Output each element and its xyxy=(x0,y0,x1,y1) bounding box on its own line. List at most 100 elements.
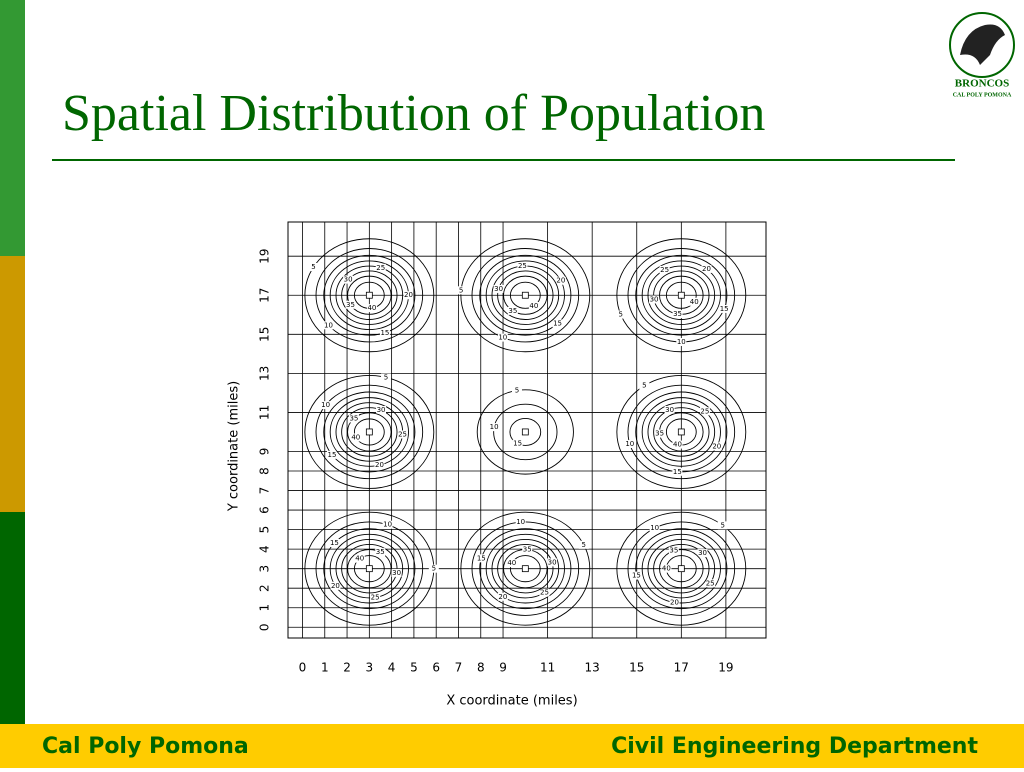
peak-marker xyxy=(365,428,373,436)
x-tick-label: 19 xyxy=(718,661,733,675)
contour-line xyxy=(497,543,554,594)
label-backdrop xyxy=(624,440,635,449)
contour-label: 40 xyxy=(673,441,682,449)
label-backdrop xyxy=(375,548,386,557)
contour-line xyxy=(353,418,385,446)
contour-label: 25 xyxy=(518,262,527,270)
label-backdrop xyxy=(374,461,385,470)
y-tick-label: 15 xyxy=(258,327,272,342)
contour-label: 20 xyxy=(375,461,384,469)
label-backdrop xyxy=(348,414,359,423)
label-backdrop xyxy=(382,520,393,529)
contour-label: 30 xyxy=(698,549,707,557)
label-backdrop xyxy=(672,440,683,449)
label-backdrop xyxy=(354,554,365,563)
contour-line xyxy=(323,528,416,610)
y-tick-label: 5 xyxy=(258,526,272,534)
contour-label: 30 xyxy=(650,295,659,303)
contour-line xyxy=(509,418,542,446)
contour-label: 15 xyxy=(673,468,682,476)
stripe xyxy=(0,512,25,724)
contour-line xyxy=(341,270,398,320)
contour-label: 40 xyxy=(355,555,364,563)
contour-label: 15 xyxy=(513,440,522,448)
contour-label: 5 xyxy=(721,521,725,529)
contour-label: 35 xyxy=(673,310,682,318)
contour-label: 40 xyxy=(507,559,516,567)
contour-label: 5 xyxy=(432,565,436,573)
x-tick-label: 13 xyxy=(585,661,600,675)
label-backdrop xyxy=(403,291,414,300)
y-tick-label: 17 xyxy=(258,288,272,303)
label-backdrop xyxy=(701,264,712,273)
peak-marker xyxy=(677,565,685,573)
y-axis-label: Y coordinate (miles) xyxy=(227,381,242,512)
contour-label: 5 xyxy=(642,382,646,390)
contour-label: 40 xyxy=(351,433,360,441)
footer-band xyxy=(0,724,1024,768)
contour-label: 35 xyxy=(523,546,532,554)
contour-label: 35 xyxy=(508,307,517,315)
y-tick-label: 1 xyxy=(258,604,272,612)
contour-label: 5 xyxy=(311,263,315,271)
contour-line xyxy=(616,511,747,626)
x-tick-label: 17 xyxy=(674,661,689,675)
contour-label: 25 xyxy=(700,407,709,415)
contour-label: 35 xyxy=(346,301,355,309)
contour-label: 25 xyxy=(660,266,669,274)
contour-line xyxy=(460,511,591,626)
contour-label: 40 xyxy=(529,302,538,310)
label-backdrop xyxy=(330,581,341,590)
contour-label: 30 xyxy=(377,406,386,414)
label-backdrop xyxy=(343,275,354,284)
contour-line xyxy=(476,389,574,475)
contour-line xyxy=(493,403,558,461)
x-tick-label: 2 xyxy=(343,661,351,675)
contour-label: 25 xyxy=(540,589,549,597)
contour-label: 20 xyxy=(670,598,679,606)
label-backdrop xyxy=(506,559,517,568)
contour-label: 35 xyxy=(349,414,358,422)
logo-horse xyxy=(960,24,1005,65)
contour-label: 40 xyxy=(690,298,699,306)
peak-marker xyxy=(677,291,685,299)
label-backdrop xyxy=(578,540,589,549)
label-backdrop xyxy=(320,401,331,410)
label-backdrop xyxy=(497,592,508,601)
contour-line xyxy=(616,375,747,489)
label-backdrop xyxy=(497,333,508,342)
contour-line xyxy=(641,533,721,604)
peak-marker xyxy=(521,291,529,299)
label-backdrop xyxy=(512,439,523,448)
label-backdrop xyxy=(631,571,642,580)
label-backdrop xyxy=(517,262,528,271)
contour-line xyxy=(641,397,721,467)
peak-marker xyxy=(521,428,529,436)
label-backdrop xyxy=(507,306,518,315)
label-backdrop xyxy=(654,429,665,438)
y-tick-label: 13 xyxy=(258,366,272,381)
label-backdrop xyxy=(664,405,675,414)
x-tick-label: 0 xyxy=(299,661,307,675)
contour-line xyxy=(647,265,716,325)
label-backdrop xyxy=(649,524,660,533)
x-axis-label: X coordinate (miles) xyxy=(446,694,577,709)
contour-line xyxy=(323,254,416,336)
label-backdrop xyxy=(711,442,722,451)
label-backdrop xyxy=(717,521,728,530)
contour-label: 30 xyxy=(344,276,353,284)
label-backdrop xyxy=(539,588,550,597)
label-backdrop xyxy=(375,263,386,272)
contour-label: 10 xyxy=(498,334,507,342)
contour-label: 5 xyxy=(619,311,623,319)
logo-subtitle: CAL POLY POMONA xyxy=(953,92,1012,98)
contour-line xyxy=(653,543,710,594)
label-backdrop xyxy=(697,549,708,558)
contour-line xyxy=(304,375,435,489)
contour-line xyxy=(653,407,710,457)
x-tick-label: 1 xyxy=(321,661,329,675)
peak-marker xyxy=(521,565,529,573)
contour-line xyxy=(335,538,404,599)
contour-line xyxy=(665,281,697,309)
